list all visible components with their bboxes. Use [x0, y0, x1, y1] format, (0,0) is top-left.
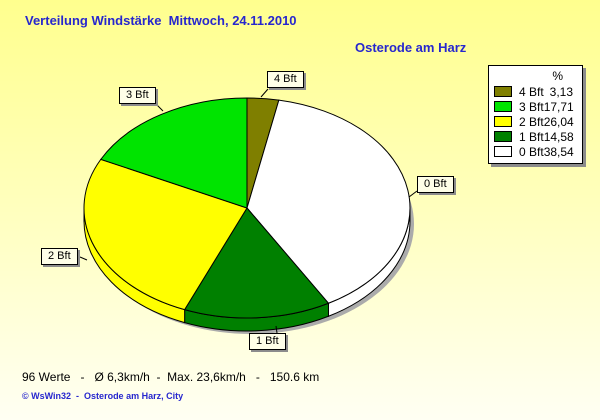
- pie-slice-1-bft: [183, 207, 330, 319]
- legend-item-value: 26,04: [543, 114, 574, 129]
- legend-swatch-4-bft: [494, 86, 512, 97]
- station-title: Osterode am Harz: [355, 40, 467, 55]
- pie-slice-3-bft: [99, 97, 248, 209]
- legend-item-value: 38,54: [543, 144, 574, 159]
- pie-leader-1-bft: [275, 325, 278, 334]
- legend-rows: 4 Bft 3,13 3 Bft 17,71 2 Bft 26,04 1 Bft 14,58 0…: [494, 84, 577, 159]
- legend-swatch-0-bft: [494, 146, 512, 157]
- pie-leader-2-bft: [79, 256, 88, 261]
- pie-leader-4-bft: [260, 88, 269, 98]
- legend-item-label: 1 Bft: [519, 129, 544, 144]
- footer-copyright: © WsWin32 - Osterode am Harz, City: [22, 391, 184, 401]
- legend-row-0-bft: 0 Bft 38,54: [494, 144, 577, 159]
- pie-label-4-bft: 4 Bft: [267, 71, 304, 88]
- pie-leader-3-bft: [155, 103, 164, 112]
- pie-slice-2-bft: [83, 158, 248, 311]
- legend-swatch-2-bft: [494, 116, 512, 127]
- legend-row-3-bft: 3 Bft 17,71: [494, 99, 577, 114]
- legend-swatch-3-bft: [494, 101, 512, 112]
- chart-title: Verteilung Windstärke Mittwoch, 24.11.20…: [25, 13, 297, 28]
- pie-label-2-bft: 2 Bft: [41, 248, 78, 265]
- pie-slice-0-bft: [246, 99, 411, 304]
- pie-label-1-bft: 1 Bft: [249, 333, 286, 350]
- legend-item-label: 3 Bft: [519, 99, 544, 114]
- legend: % 4 Bft 3,13 3 Bft 17,71 2 Bft 26,04 1 Bft 14,5…: [488, 65, 583, 164]
- legend-item-value: 3,13: [549, 84, 573, 99]
- legend-item-label: 0 Bft: [519, 144, 544, 159]
- pie-label-3-bft: 3 Bft: [119, 87, 156, 104]
- pie-label-0-bft: 0 Bft: [417, 176, 454, 193]
- legend-item-label: 4 Bft: [519, 84, 544, 99]
- legend-row-1-bft: 1 Bft 14,58: [494, 129, 577, 144]
- legend-item-value: 17,71: [543, 99, 574, 114]
- legend-row-4-bft: 4 Bft 3,13: [494, 84, 577, 99]
- footer-stats: 96 Werte - Ø 6,3km/h - Max. 23,6km/h - 1…: [22, 370, 320, 384]
- legend-swatch-1-bft: [494, 131, 512, 142]
- legend-item-value: 14,58: [543, 129, 574, 144]
- legend-row-2-bft: 2 Bft 26,04: [494, 114, 577, 129]
- legend-item-label: 2 Bft: [519, 114, 544, 129]
- pie-leader-0-bft: [408, 190, 418, 198]
- legend-header: %: [552, 69, 563, 83]
